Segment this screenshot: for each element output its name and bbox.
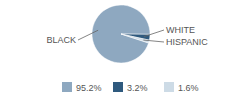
slice — [92, 5, 150, 63]
leader-line — [143, 40, 164, 42]
pie — [92, 5, 150, 63]
legend-swatch — [62, 82, 72, 92]
chart: BLACK WHITE HISPANIC 95.2% 3.2% 1.6% — [0, 0, 240, 100]
category-label: BLACK — [46, 35, 76, 45]
slice — [121, 34, 149, 43]
legend-swatch — [164, 82, 174, 92]
legend: 95.2% 3.2% 1.6% — [62, 82, 199, 93]
legend-label: 1.6% — [178, 83, 199, 93]
legend-label: 95.2% — [76, 83, 102, 93]
legend-swatch — [113, 82, 123, 92]
category-label: HISPANIC — [166, 37, 208, 47]
legend-label: 3.2% — [127, 83, 148, 93]
leader-line — [144, 30, 164, 37]
category-label: WHITE — [166, 25, 195, 35]
leader-line — [78, 30, 98, 40]
